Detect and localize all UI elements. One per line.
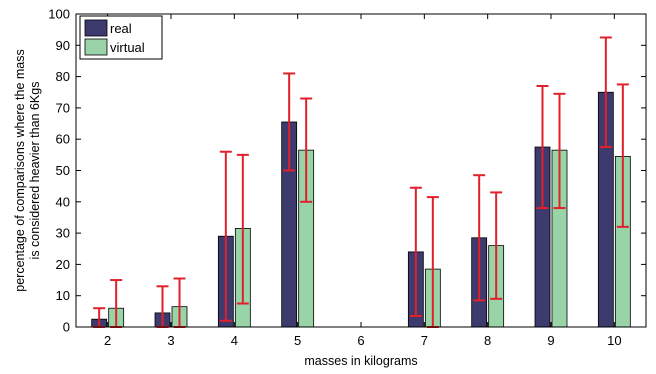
x-axis: 2 3 4 5 6 7 8 9 10	[104, 14, 622, 348]
x-tick-label-2: 2	[104, 333, 111, 348]
y-tick-label-90: 90	[56, 38, 70, 53]
legend-label-virtual: virtual	[110, 40, 145, 55]
y-axis-label-line-1: percentage of comparisons where the mass	[13, 49, 27, 292]
legend-swatch-real	[84, 19, 108, 37]
x-tick-label-4: 4	[231, 333, 238, 348]
y-tick-label-60: 60	[56, 132, 70, 147]
legend-label-real: real	[110, 21, 132, 36]
y-tick-label-20: 20	[56, 257, 70, 272]
x-axis-label: masses in kilograms	[304, 354, 417, 368]
y-tick-label-10: 10	[56, 288, 70, 303]
bars-layer	[91, 91, 631, 328]
x-tick-label-10: 10	[607, 333, 621, 348]
legend: real virtual	[79, 15, 163, 60]
y-tick-label-50: 50	[56, 163, 70, 178]
y-axis-label-line-2: is considered heavier than 6Kgs	[28, 82, 42, 260]
error-bars-layer	[93, 36, 629, 328]
x-tick-label-3: 3	[167, 333, 174, 348]
x-tick-label-9: 9	[547, 333, 554, 348]
legend-swatch-virtual	[84, 38, 108, 56]
y-tick-label-40: 40	[56, 194, 70, 209]
y-axis: 0 10 20 30 40 50 60 70 80 90 100	[48, 7, 646, 335]
x-tick-label-8: 8	[484, 333, 491, 348]
y-tick-label-70: 70	[56, 100, 70, 115]
x-tick-label-5: 5	[294, 333, 301, 348]
y-tick-label-0: 0	[63, 320, 70, 335]
y-tick-label-30: 30	[56, 226, 70, 241]
y-tick-label-100: 100	[48, 7, 70, 22]
x-tick-label-7: 7	[421, 333, 428, 348]
y-tick-label-80: 80	[56, 69, 70, 84]
x-tick-label-6: 6	[357, 333, 364, 348]
